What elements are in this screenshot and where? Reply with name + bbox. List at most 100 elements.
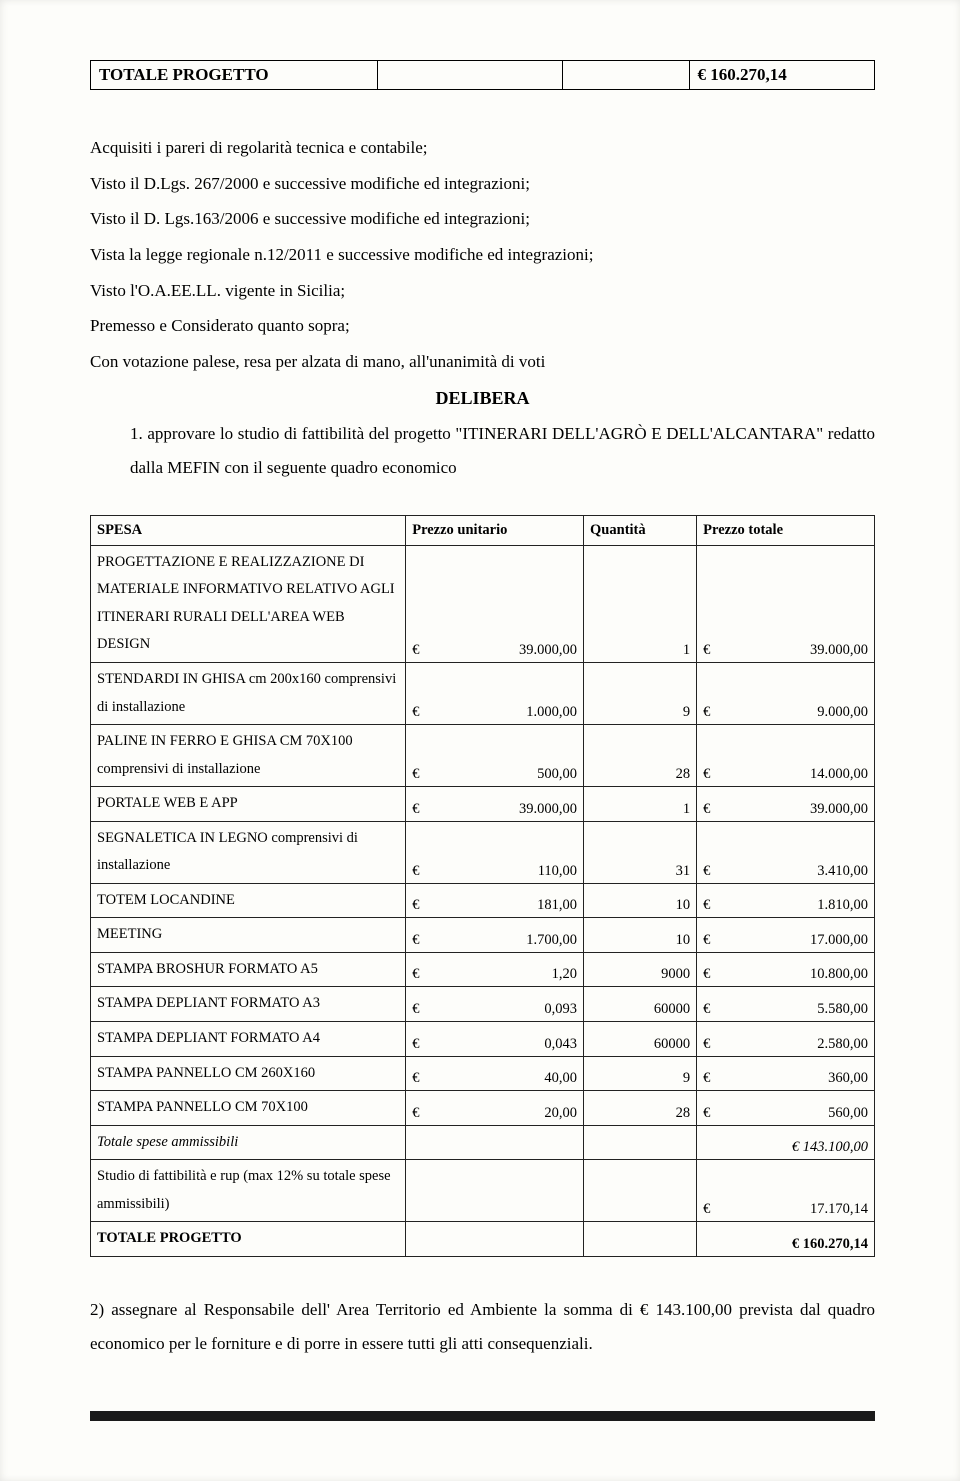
header-prezzo-totale: Prezzo totale: [697, 515, 875, 545]
cell-prezzo-unitario: €39.000,00: [406, 545, 584, 662]
cell-prezzo-unitario: €500,00: [406, 725, 584, 787]
top-label: TOTALE PROGETTO: [91, 61, 378, 90]
study-row: Studio di fattibilità e rup (max 12% su …: [91, 1160, 875, 1222]
table-row: PORTALE WEB E APP€39.000,001€39.000,00: [91, 787, 875, 822]
cell-prezzo-unitario: €20,00: [406, 1091, 584, 1126]
table-row: PROGETTAZIONE E REALIZZAZIONE DI MATERIA…: [91, 545, 875, 662]
cell-quantita: 10: [584, 918, 697, 953]
cell-prezzo-totale: €9.000,00: [697, 663, 875, 725]
budget-table: SPESA Prezzo unitario Quantità Prezzo to…: [90, 515, 875, 1257]
cell-spesa: SEGNALETICA IN LEGNO comprensivi di inst…: [91, 821, 406, 883]
empty-cell: [584, 1160, 697, 1222]
cell-spesa: STAMPA DEPLIANT FORMATO A4: [91, 1022, 406, 1057]
header-spesa: SPESA: [91, 515, 406, 545]
table-row: STAMPA PANNELLO CM 260X160€40,009€360,00: [91, 1056, 875, 1091]
top-value: € 160.270,14: [689, 61, 874, 90]
cell-spesa: PALINE IN FERRO E GHISA CM 70X100 compre…: [91, 725, 406, 787]
cell-prezzo-totale: €5.580,00: [697, 987, 875, 1022]
cell-prezzo-totale: €17.000,00: [697, 918, 875, 953]
cell-prezzo-totale: €2.580,00: [697, 1022, 875, 1057]
cell-quantita: 28: [584, 1091, 697, 1126]
cell-prezzo-totale: €39.000,00: [697, 787, 875, 822]
currency-symbol: €: [703, 1201, 710, 1218]
delibera-heading: DELIBERA: [90, 388, 875, 409]
cell-prezzo-totale: €1.810,00: [697, 883, 875, 918]
cell-spesa: MEETING: [91, 918, 406, 953]
table-row: STAMPA DEPLIANT FORMATO A4€0,04360000€2.…: [91, 1022, 875, 1057]
cell-prezzo-unitario: €39.000,00: [406, 787, 584, 822]
table-row: SEGNALETICA IN LEGNO comprensivi di inst…: [91, 821, 875, 883]
cell-spesa: STAMPA PANNELLO CM 70X100: [91, 1091, 406, 1126]
table-row: STAMPA DEPLIANT FORMATO A3€0,09360000€5.…: [91, 987, 875, 1022]
list-item-1: 1. approvare lo studio di fattibilità de…: [90, 417, 875, 485]
cell-prezzo-totale: €360,00: [697, 1056, 875, 1091]
empty-cell: [406, 1125, 584, 1160]
cell-spesa: TOTEM LOCANDINE: [91, 883, 406, 918]
cell-prezzo-unitario: €0,043: [406, 1022, 584, 1057]
total-row: TOTALE PROGETTO € 160.270,14: [91, 1222, 875, 1257]
cell-spesa: STAMPA DEPLIANT FORMATO A3: [91, 987, 406, 1022]
cell-quantita: 10: [584, 883, 697, 918]
paragraph: Visto il D. Lgs.163/2006 e successive mo…: [90, 201, 875, 237]
cell-prezzo-unitario: €181,00: [406, 883, 584, 918]
table-row: PALINE IN FERRO E GHISA CM 70X100 compre…: [91, 725, 875, 787]
total-label: TOTALE PROGETTO: [91, 1222, 406, 1257]
empty-cell: [406, 1160, 584, 1222]
cell-quantita: 9: [584, 663, 697, 725]
cell-quantita: 1: [584, 787, 697, 822]
cell-quantita: 9: [584, 1056, 697, 1091]
paragraph: Premesso e Considerato quanto sopra;: [90, 308, 875, 344]
cell-quantita: 1: [584, 545, 697, 662]
empty-cell: [584, 1222, 697, 1257]
cell-prezzo-unitario: €1.000,00: [406, 663, 584, 725]
cell-spesa: PROGETTAZIONE E REALIZZAZIONE DI MATERIA…: [91, 545, 406, 662]
empty-cell: [584, 1125, 697, 1160]
cell-prezzo-totale: €14.000,00: [697, 725, 875, 787]
empty-cell: [377, 61, 562, 90]
cell-quantita: 60000: [584, 1022, 697, 1057]
header-prezzo-unitario: Prezzo unitario: [406, 515, 584, 545]
cell-quantita: 60000: [584, 987, 697, 1022]
table-row: STENDARDI IN GHISA cm 200x160 comprensiv…: [91, 663, 875, 725]
cell-spesa: STAMPA BROSHUR FORMATO A5: [91, 952, 406, 987]
study-value: € 17.170,14: [697, 1160, 875, 1222]
table-row: MEETING€1.700,0010€17.000,00: [91, 918, 875, 953]
study-label: Studio di fattibilità e rup (max 12% su …: [91, 1160, 406, 1222]
cell-quantita: 28: [584, 725, 697, 787]
subtotal-value: € 143.100,00: [697, 1125, 875, 1160]
cell-spesa: STAMPA PANNELLO CM 260X160: [91, 1056, 406, 1091]
paragraph: Visto il D.Lgs. 267/2000 e successive mo…: [90, 166, 875, 202]
cell-quantita: 31: [584, 821, 697, 883]
cell-prezzo-unitario: €110,00: [406, 821, 584, 883]
cell-prezzo-totale: €3.410,00: [697, 821, 875, 883]
subtotal-row: Totale spese ammissibili € 143.100,00: [91, 1125, 875, 1160]
cell-prezzo-unitario: €1.700,00: [406, 918, 584, 953]
document-page: TOTALE PROGETTO € 160.270,14 Acquisiti i…: [0, 0, 960, 1481]
cell-prezzo-totale: €39.000,00: [697, 545, 875, 662]
empty-cell: [406, 1222, 584, 1257]
table-row: STAMPA BROSHUR FORMATO A5€1,209000€10.80…: [91, 952, 875, 987]
paragraph: Acquisiti i pareri di regolarità tecnica…: [90, 130, 875, 166]
table-row: TOTALE PROGETTO € 160.270,14: [91, 61, 875, 90]
total-value: € 160.270,14: [697, 1222, 875, 1257]
cell-quantita: 9000: [584, 952, 697, 987]
top-summary-table: TOTALE PROGETTO € 160.270,14: [90, 60, 875, 90]
cell-prezzo-unitario: €0,093: [406, 987, 584, 1022]
paragraph: Visto l'O.A.EE.LL. vigente in Sicilia;: [90, 273, 875, 309]
cell-spesa: STENDARDI IN GHISA cm 200x160 comprensiv…: [91, 663, 406, 725]
table-row: TOTEM LOCANDINE€181,0010€1.810,00: [91, 883, 875, 918]
cell-prezzo-unitario: €40,00: [406, 1056, 584, 1091]
paragraph: Vista la legge regionale n.12/2011 e suc…: [90, 237, 875, 273]
page-bottom-edge: [90, 1411, 875, 1421]
cell-prezzo-totale: €10.800,00: [697, 952, 875, 987]
empty-cell: [563, 61, 689, 90]
subtotal-label: Totale spese ammissibili: [91, 1125, 406, 1160]
table-row: STAMPA PANNELLO CM 70X100€20,0028€560,00: [91, 1091, 875, 1126]
header-quantita: Quantità: [584, 515, 697, 545]
table-header-row: SPESA Prezzo unitario Quantità Prezzo to…: [91, 515, 875, 545]
paragraph: Con votazione palese, resa per alzata di…: [90, 344, 875, 380]
cell-prezzo-unitario: €1,20: [406, 952, 584, 987]
cell-prezzo-totale: €560,00: [697, 1091, 875, 1126]
study-amount: 17.170,14: [810, 1201, 868, 1218]
cell-spesa: PORTALE WEB E APP: [91, 787, 406, 822]
